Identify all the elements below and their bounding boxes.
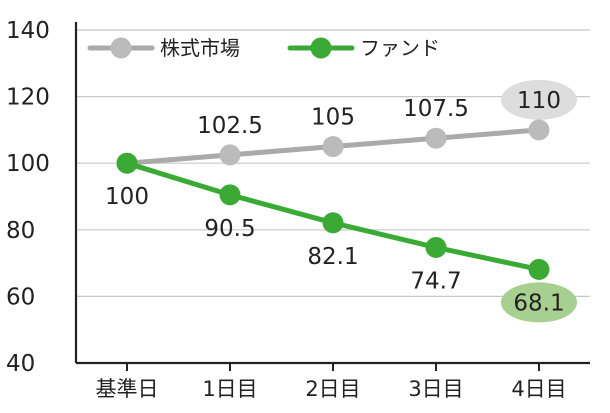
point-1-2 bbox=[322, 212, 344, 234]
y-tick-label-100: 100 bbox=[6, 151, 50, 177]
legend-label-1: ファンド bbox=[360, 36, 440, 60]
point-1-3 bbox=[425, 236, 447, 258]
data-label-1-0: 100 bbox=[105, 184, 149, 210]
data-labels: 102.5 105 107.5 110 100 90.5 82.1 74.7 68.1 bbox=[105, 88, 565, 317]
x-tick-label-4: 4日目 bbox=[511, 377, 566, 401]
y-tick-label-140: 140 bbox=[6, 18, 50, 44]
point-1-1 bbox=[219, 184, 241, 206]
data-label-0-4: 110 bbox=[517, 88, 561, 114]
data-label-1-2: 82.1 bbox=[307, 244, 358, 270]
value-highlights bbox=[501, 79, 577, 323]
data-label-0-1: 102.5 bbox=[197, 113, 263, 139]
highlight-0 bbox=[501, 79, 577, 120]
x-tick-label-3: 3日目 bbox=[408, 377, 463, 401]
x-axis-ticks: 基準日 1日目 2日目 3日目 4日目 bbox=[96, 363, 567, 401]
y-tick-label-60: 60 bbox=[6, 284, 35, 310]
y-tick-label-80: 80 bbox=[6, 218, 35, 244]
point-1-0 bbox=[116, 152, 138, 174]
data-label-0-2: 105 bbox=[311, 105, 355, 131]
legend: 株式市場 ファンド bbox=[87, 36, 440, 60]
legend-label-0: 株式市場 bbox=[160, 36, 240, 60]
highlight-1 bbox=[501, 282, 577, 323]
x-tick-label-0: 基準日 bbox=[96, 377, 159, 401]
point-0-1 bbox=[219, 144, 241, 166]
point-1-4 bbox=[528, 258, 550, 280]
data-label-1-3: 74.7 bbox=[410, 268, 461, 294]
y-tick-label-40: 40 bbox=[6, 351, 35, 377]
x-tick-label-2: 2日目 bbox=[305, 377, 360, 401]
data-label-0-3: 107.5 bbox=[403, 96, 469, 122]
series-points bbox=[116, 119, 550, 280]
y-tick-label-120: 120 bbox=[6, 85, 50, 111]
y-axis-ticks: 40 60 80 100 120 140 bbox=[6, 18, 50, 377]
data-label-1-1: 90.5 bbox=[204, 216, 255, 242]
point-0-3 bbox=[425, 127, 447, 149]
legend-marker-1 bbox=[310, 37, 332, 59]
x-tick-label-1: 1日目 bbox=[202, 377, 257, 401]
point-0-4 bbox=[528, 119, 550, 141]
legend-marker-0 bbox=[110, 37, 132, 59]
point-0-2 bbox=[322, 136, 344, 158]
data-label-1-4: 68.1 bbox=[513, 290, 564, 316]
